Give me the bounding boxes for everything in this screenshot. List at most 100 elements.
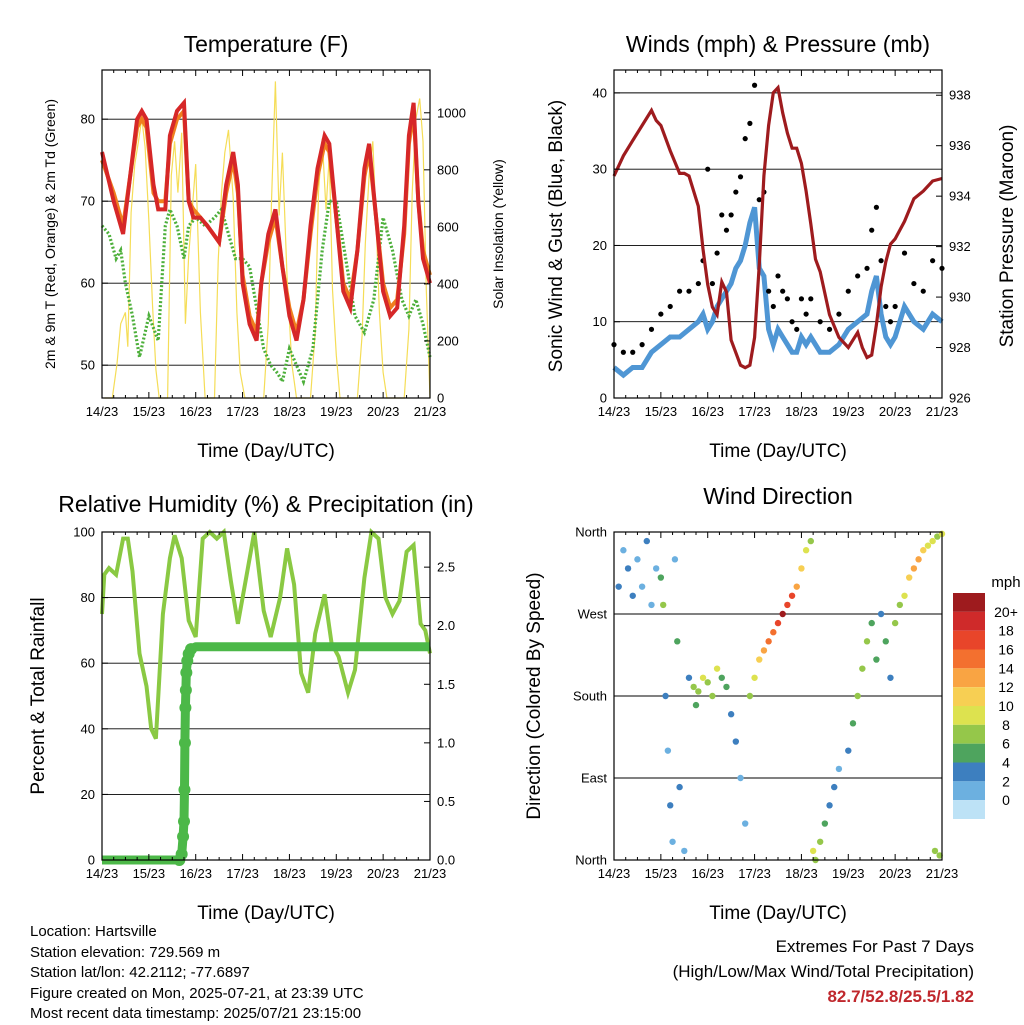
gust-point	[836, 311, 842, 317]
y-tick-label: 80	[81, 590, 95, 605]
direction-title: Wind Direction	[703, 483, 853, 509]
precip-point	[175, 848, 188, 861]
direction-point	[849, 720, 857, 727]
y-tick-label: 60	[81, 656, 95, 671]
gust-point	[747, 120, 753, 126]
gust-point	[855, 273, 861, 279]
y-tick-label: North	[575, 853, 607, 868]
scale-label: 16	[998, 642, 1014, 658]
direction-point	[727, 711, 735, 718]
y-tick-label: 20	[593, 238, 607, 253]
station-latlon: Station lat/lon: 42.2112; -77.6897	[30, 964, 250, 981]
x-tick-label: 17/23	[226, 866, 259, 881]
x-tick-label: 14/23	[86, 404, 119, 419]
scale-color-box	[953, 668, 985, 688]
x-tick-label: 15/23	[645, 866, 678, 881]
direction-point	[667, 802, 674, 809]
direction-point	[669, 838, 676, 845]
direction-point	[718, 674, 725, 681]
speed-color-scale: 20+ 18 16 14 12 10 8 6 4 2 0	[953, 593, 1018, 819]
direction-point	[629, 592, 636, 599]
y2-tick-label: 930	[949, 290, 971, 305]
direction-point	[652, 565, 660, 572]
winds-title: Winds (mph) & Pressure (mb)	[626, 31, 930, 57]
temp-2m-line	[100, 97, 432, 342]
direction-point	[713, 665, 721, 672]
precip-point	[177, 830, 190, 843]
direction-point	[742, 820, 749, 827]
scale-color-box	[953, 781, 985, 801]
direction-point	[699, 674, 707, 681]
temperature-y-label: 2m & 9m T (Red, Orange) & 2m Td (Green)	[42, 99, 58, 369]
scale-color-box	[953, 743, 985, 763]
x-tick-label: 21/23	[414, 866, 447, 881]
gust-point	[723, 227, 730, 233]
direction-point	[920, 547, 927, 554]
gust-point	[901, 250, 908, 256]
direction-point	[774, 619, 782, 627]
gust-point	[887, 319, 894, 325]
direction-point	[732, 738, 740, 745]
gust-point	[639, 342, 645, 348]
x-tick-label: 16/23	[179, 404, 212, 419]
direction-point	[802, 547, 810, 554]
direction-point	[807, 537, 814, 545]
x-tick-label: 18/23	[785, 866, 818, 881]
direction-point	[798, 565, 805, 572]
x-tick-label: 18/23	[273, 866, 306, 881]
station-elevation: Station elevation: 729.569 m	[30, 943, 221, 961]
direction-point	[929, 537, 936, 545]
x-tick-label: 20/23	[367, 404, 400, 419]
direction-point	[723, 683, 730, 691]
x-tick-label: 19/23	[832, 866, 865, 881]
direction-point	[704, 679, 711, 686]
direction-point	[765, 638, 772, 645]
x-tick-label: 21/23	[926, 404, 959, 419]
precip-point	[180, 666, 193, 679]
x-tick-label: 18/23	[785, 404, 818, 419]
direction-point	[826, 802, 833, 809]
humidity-series	[100, 527, 432, 866]
gust-point	[770, 303, 776, 310]
direction-point	[770, 629, 777, 636]
direction-point	[816, 838, 824, 845]
direction-point	[845, 747, 852, 754]
gust-point	[920, 288, 926, 294]
x-tick-label: 21/23	[414, 404, 447, 419]
temperature-title: Temperature (F)	[184, 31, 349, 57]
x-tick-label: 19/23	[832, 404, 865, 419]
gust-point	[803, 311, 809, 317]
humidity-plot-frame	[101, 531, 431, 861]
y2-tick-label: 200	[437, 333, 459, 348]
direction-point	[831, 783, 838, 791]
direction-point	[887, 674, 894, 681]
y-tick-label: 100	[73, 525, 95, 540]
direction-point	[681, 847, 688, 855]
direction-point	[615, 583, 622, 590]
gust-point	[864, 265, 870, 271]
direction-point	[779, 610, 786, 618]
gust-point	[878, 258, 884, 264]
extremes-values: 82.7/52.8/25.5/1.82	[827, 987, 974, 1006]
gust-point	[826, 326, 833, 332]
gust-point	[808, 296, 814, 302]
direction-point	[863, 638, 871, 645]
y-tick-label: 20	[81, 787, 95, 802]
gust-point	[789, 319, 795, 325]
humidity-y-label: Percent & Total Rainfall	[28, 597, 49, 794]
scale-label: 4	[1002, 755, 1010, 771]
y-tick-label: 40	[593, 85, 607, 100]
gust-point	[742, 136, 748, 142]
gust-point	[719, 212, 725, 218]
humidity-axes: 14/23 15/23 16/23 17/23 18/23 19/23 20/23 21/23…	[73, 525, 455, 882]
x-tick-label: 14/23	[598, 404, 631, 419]
y2-tick-label: 934	[949, 189, 971, 204]
gust-point	[798, 296, 805, 302]
winds-y-label: Sonic Wind & Gust (Blue, Black)	[546, 100, 567, 372]
extremes-box: Extremes For Past 7 Days (High/Low/Max W…	[673, 934, 974, 1009]
x-tick-label: 16/23	[691, 404, 724, 419]
y-tick-label: 80	[81, 112, 95, 127]
gust-point	[728, 212, 734, 218]
scale-color-box	[953, 762, 985, 782]
gust-point	[883, 303, 889, 310]
